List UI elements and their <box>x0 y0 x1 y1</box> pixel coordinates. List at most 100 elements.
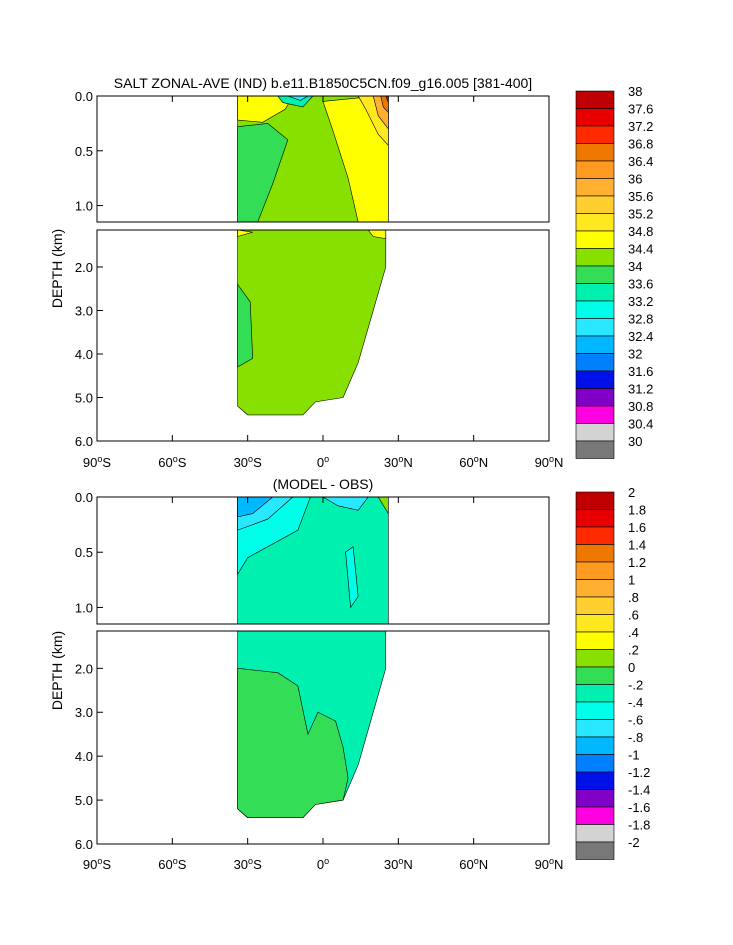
panel-1: SALT ZONAL-AVE (IND) b.e11.B1850C5CN.f09… <box>49 75 653 470</box>
colorbar-swatch <box>575 544 615 563</box>
colorbar-swatch <box>575 666 615 685</box>
colorbar-swatch <box>575 824 615 843</box>
colorbar-label: .4 <box>628 625 639 640</box>
colorbar-swatch <box>575 701 615 720</box>
colorbar-swatch <box>575 370 615 389</box>
y-tick-label: 5.0 <box>75 793 93 808</box>
colorbar-swatch <box>575 771 615 790</box>
x-tick-label: 90oN <box>535 454 564 470</box>
colorbar-swatch <box>575 318 615 337</box>
colorbar-swatch <box>575 649 615 668</box>
colorbar-label: 2 <box>628 485 635 500</box>
x-tick-label: 30oN <box>384 454 413 470</box>
colorbar-swatch <box>575 125 615 144</box>
colorbar-label: 36.4 <box>628 154 653 169</box>
x-tick-label: 30oN <box>384 856 413 872</box>
colorbar-label: -.8 <box>628 730 643 745</box>
colorbar-swatch <box>575 178 615 197</box>
y-tick-label: 3.0 <box>75 705 93 720</box>
colorbar-label: -.6 <box>628 713 643 728</box>
colorbar-swatch <box>575 283 615 302</box>
colorbar: 21.81.61.41.21.8.6.4.20-.2-.4-.6-.8-1-1.… <box>575 485 650 860</box>
colorbar-swatch <box>575 754 615 773</box>
y-tick-label: 0.0 <box>75 490 93 505</box>
contour-region <box>237 229 387 416</box>
y-tick-label: 0.5 <box>75 144 93 159</box>
colorbar-label: 35.2 <box>628 207 653 222</box>
x-tick-label: 90oS <box>83 856 111 872</box>
contour-region <box>237 667 349 818</box>
colorbar-label: 1.4 <box>628 538 646 553</box>
colorbar-label: -2 <box>628 835 640 850</box>
x-tick-label: 90oN <box>535 856 564 872</box>
colorbar-swatch <box>575 353 615 372</box>
contour-region <box>345 546 359 609</box>
y-tick-label: 3.0 <box>75 303 93 318</box>
x-tick-label: 60oS <box>158 856 186 872</box>
colorbar-swatch <box>575 388 615 407</box>
colorbar-swatch <box>575 579 615 598</box>
panel-title: SALT ZONAL-AVE (IND) b.e11.B1850C5CN.f09… <box>114 75 532 91</box>
colorbar-label: 1.2 <box>628 555 646 570</box>
colorbar-swatch <box>575 561 615 580</box>
colorbar-swatch <box>575 108 615 127</box>
x-tick-label: 60oN <box>459 454 488 470</box>
colorbar-swatch <box>575 509 615 528</box>
colorbar-swatch <box>575 631 615 650</box>
y-axis-label: DEPTH (km) <box>49 631 65 710</box>
colorbar-label: 1 <box>628 573 635 588</box>
colorbar-label: 1.8 <box>628 503 646 518</box>
colorbar-label: -1 <box>628 748 640 763</box>
x-tick-label: 60oN <box>459 856 488 872</box>
colorbar-swatch <box>575 423 615 442</box>
colorbar-label: 30.8 <box>628 399 653 414</box>
colorbar-swatch <box>575 596 615 615</box>
colorbar-swatch <box>575 789 615 808</box>
colorbar-label: 0 <box>628 660 635 675</box>
colorbar-label: 31.6 <box>628 364 653 379</box>
colorbar-swatch <box>575 230 615 249</box>
y-tick-label: 1.0 <box>75 600 93 615</box>
colorbar-swatch <box>575 265 615 284</box>
colorbar-label: -1.6 <box>628 800 650 815</box>
y-tick-label: 6.0 <box>75 434 93 449</box>
y-tick-label: 2.0 <box>75 260 93 275</box>
colorbar-label: 30 <box>628 434 642 449</box>
colorbar-label: 34.4 <box>628 242 653 257</box>
x-tick-label: 90oS <box>83 454 111 470</box>
panel-2: (MODEL - OBS) DEPTH (km) 0.0 0.5 1.0 2.0 3.0 4.… <box>49 476 650 872</box>
colorbar-label: 31.2 <box>628 382 653 397</box>
y-tick-label: 0.0 <box>75 89 93 104</box>
colorbar-swatch <box>575 195 615 214</box>
colorbar-label: 32.8 <box>628 312 653 327</box>
x-tick-label: 60oS <box>158 454 186 470</box>
colorbar-label: -.4 <box>628 695 643 710</box>
colorbar-label: -1.4 <box>628 783 650 798</box>
colorbar-swatch <box>575 526 615 545</box>
colorbar-swatch <box>575 491 615 510</box>
colorbar-label: 1.6 <box>628 520 646 535</box>
colorbar-label: 37.2 <box>628 119 653 134</box>
y-tick-label: 6.0 <box>75 837 93 852</box>
x-tick-label: 30oS <box>234 454 262 470</box>
colorbar-swatch <box>575 440 615 459</box>
colorbar-label: 34 <box>628 259 642 274</box>
colorbar-label: 30.4 <box>628 417 653 432</box>
colorbar: 38 37.6 37.2 36.8 36.4 36 35.6 35.2 34.8 34.4 34 33… <box>575 84 653 459</box>
colorbar-label: 36.8 <box>628 137 653 152</box>
y-tick-label: 5.0 <box>75 390 93 405</box>
colorbar-label: .6 <box>628 608 639 623</box>
contour-region <box>237 229 253 237</box>
colorbar-label: .2 <box>628 643 639 658</box>
colorbar-label: 34.8 <box>628 224 653 239</box>
contour-region <box>237 283 253 368</box>
colorbar-label: 38 <box>628 84 642 99</box>
y-tick-label: 0.5 <box>75 545 93 560</box>
x-tick-label: 0o <box>317 454 329 470</box>
colorbar-label: .8 <box>628 590 639 605</box>
colorbar-label: 36 <box>628 172 642 187</box>
colorbar-swatch <box>575 684 615 703</box>
y-tick-label: 2.0 <box>75 661 93 676</box>
colorbar-label: 32 <box>628 347 642 362</box>
y-axis-label: DEPTH (km) <box>49 229 65 308</box>
